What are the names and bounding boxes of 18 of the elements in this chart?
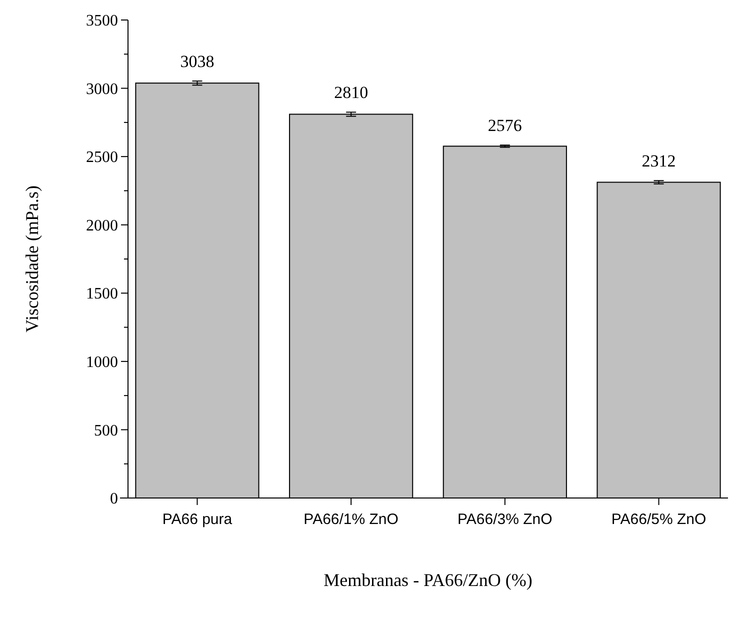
x-tick-label: PA66/1% ZnO xyxy=(304,511,398,528)
y-tick-label: 3000 xyxy=(86,80,118,98)
y-tick-label: 0 xyxy=(110,490,118,508)
x-tick-label: PA66/3% ZnO xyxy=(458,511,552,528)
data-label: 2810 xyxy=(334,83,368,102)
x-tick-label: PA66/5% ZnO xyxy=(611,511,706,528)
y-tick-label: 2000 xyxy=(86,217,118,234)
y-axis-title: Viscosidade (mPa.s) xyxy=(22,186,42,332)
y-tick-label: 2500 xyxy=(86,149,118,166)
y-tick-label: 1500 xyxy=(86,286,118,303)
y-tick-label: 1000 xyxy=(86,354,118,372)
y-tick-label: 500 xyxy=(94,422,118,440)
x-tick-label: PA66 pura xyxy=(162,511,233,528)
x-axis-title: Membranas - PA66/ZnO (%) xyxy=(324,570,532,590)
data-label: 2312 xyxy=(642,152,676,171)
data-label: 3038 xyxy=(180,52,214,72)
y-tick-label: 3500 xyxy=(86,12,118,30)
data-label: 2576 xyxy=(488,116,522,136)
